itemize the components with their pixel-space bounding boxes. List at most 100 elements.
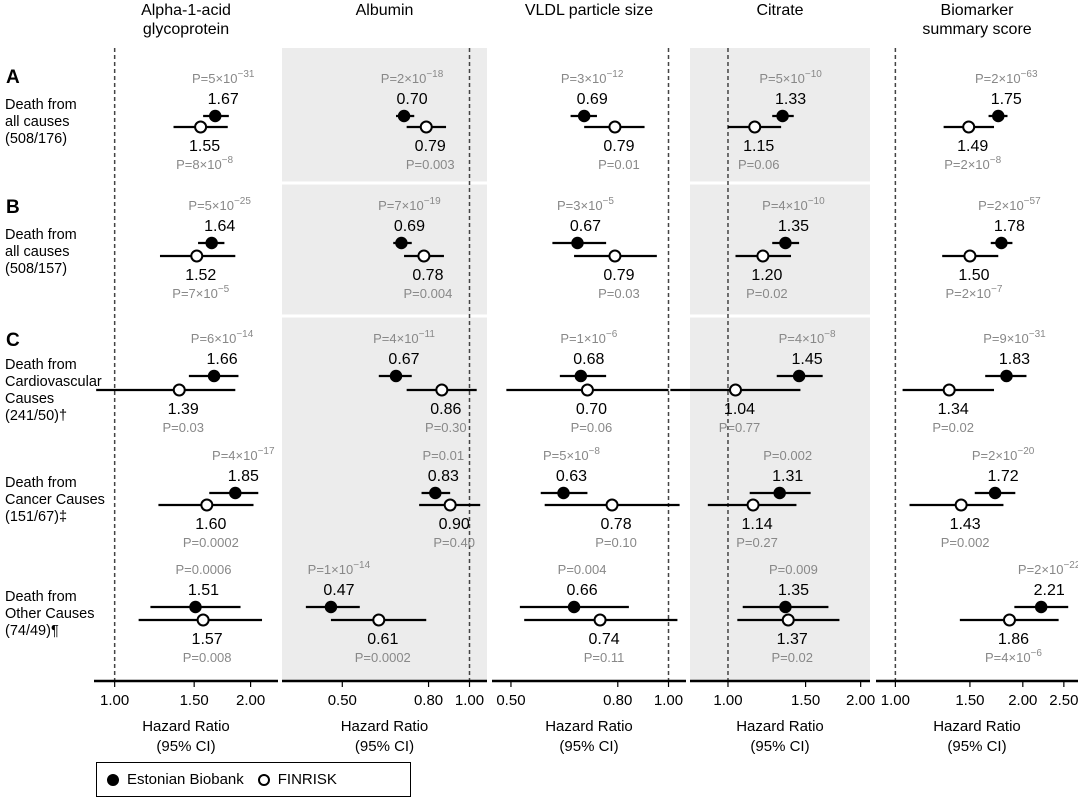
p-value-estonian: P=3×10−5 xyxy=(557,196,614,213)
section-letter: A xyxy=(6,67,20,88)
legend-filled-dot-icon xyxy=(107,773,119,786)
value-label-finrisk: 1.60 xyxy=(195,516,226,533)
point-finrisk xyxy=(593,613,607,627)
x-axis-label: Hazard Ratio xyxy=(341,718,429,735)
value-label-estonian: 0.70 xyxy=(396,91,427,108)
x-tick-label: 0.50 xyxy=(496,692,525,709)
point-estonian xyxy=(557,486,570,500)
value-label-finrisk: 0.79 xyxy=(415,138,446,155)
point-finrisk xyxy=(194,120,208,134)
value-label-estonian: 0.66 xyxy=(566,582,597,599)
point-estonian xyxy=(571,236,584,250)
value-label-estonian: 0.63 xyxy=(556,468,587,485)
value-label-estonian: 1.78 xyxy=(994,218,1025,235)
p-value-finrisk: P=0.06 xyxy=(738,157,780,172)
x-axis-label: (95% CI) xyxy=(156,738,215,755)
value-label-finrisk: 0.90 xyxy=(439,516,470,533)
legend-label-finrisk: FINRISK xyxy=(277,771,337,788)
p-value-estonian: P=9×10−31 xyxy=(983,329,1046,346)
legend-item-finrisk: FINRISK xyxy=(257,771,337,788)
p-value-finrisk: P=0.11 xyxy=(584,650,625,665)
p-value-finrisk: P=0.02 xyxy=(932,420,974,435)
point-estonian xyxy=(229,486,242,500)
p-value-estonian: P=0.01 xyxy=(423,448,465,463)
x-tick-label: 1.50 xyxy=(791,692,820,709)
point-estonian xyxy=(779,236,792,250)
value-label-finrisk: 0.79 xyxy=(603,267,634,284)
p-value-estonian: P=2×10−18 xyxy=(381,69,444,86)
section-separator xyxy=(94,314,1078,318)
p-value-estonian: P=5×10−8 xyxy=(543,446,600,463)
p-value-estonian: P=4×10−10 xyxy=(762,196,825,213)
point-estonian xyxy=(429,486,442,500)
panel-shade xyxy=(282,48,487,681)
x-tick-label: 1.00 xyxy=(654,692,683,709)
x-axis-label: Hazard Ratio xyxy=(545,718,633,735)
x-tick-label: 2.00 xyxy=(846,692,875,709)
section-letter: B xyxy=(6,197,20,218)
x-axis-label: Hazard Ratio xyxy=(736,718,824,735)
x-axis-label: (95% CI) xyxy=(559,738,618,755)
value-label-finrisk: 0.78 xyxy=(600,516,631,533)
point-estonian xyxy=(773,486,786,500)
value-label-finrisk: 0.61 xyxy=(367,631,398,648)
p-value-finrisk: P=0.02 xyxy=(746,286,788,301)
p-value-estonian: P=5×10−25 xyxy=(188,196,251,213)
value-label-estonian: 0.69 xyxy=(577,91,608,108)
point-finrisk xyxy=(756,249,770,263)
point-estonian xyxy=(792,369,806,383)
value-label-finrisk: 1.39 xyxy=(168,401,199,418)
point-finrisk xyxy=(608,120,622,134)
value-label-finrisk: 0.70 xyxy=(576,401,607,418)
value-label-estonian: 1.85 xyxy=(228,468,259,485)
value-label-estonian: 1.51 xyxy=(188,582,219,599)
point-estonian xyxy=(567,600,581,614)
value-label-estonian: 0.67 xyxy=(388,351,419,368)
point-estonian xyxy=(574,369,588,383)
point-finrisk xyxy=(196,613,210,627)
p-value-estonian: P=6×10−14 xyxy=(191,329,254,346)
p-value-estonian: P=4×10−11 xyxy=(373,329,435,346)
point-finrisk xyxy=(190,249,204,263)
point-finrisk xyxy=(200,498,214,512)
point-finrisk xyxy=(605,498,619,512)
panel-shade xyxy=(690,48,870,681)
value-label-finrisk: 1.15 xyxy=(743,138,774,155)
p-value-estonian: P=0.002 xyxy=(763,448,812,463)
point-finrisk xyxy=(443,498,457,512)
x-tick-label: 1.00 xyxy=(100,692,129,709)
value-label-estonian: 1.83 xyxy=(999,351,1030,368)
p-value-estonian: P=3×10−12 xyxy=(561,69,624,86)
p-value-finrisk: P=4×10−6 xyxy=(985,648,1042,665)
point-finrisk xyxy=(608,249,622,263)
value-label-estonian: 0.47 xyxy=(323,582,354,599)
panel-header: glycoprotein xyxy=(143,21,229,38)
p-value-finrisk: P=0.0002 xyxy=(355,650,411,665)
row-label: (74/49)¶ xyxy=(5,623,59,639)
p-value-estonian: P=1×10−6 xyxy=(560,329,617,346)
value-label-estonian: 1.75 xyxy=(991,91,1022,108)
x-axis-label: Hazard Ratio xyxy=(933,718,1021,735)
row-label: all causes xyxy=(5,114,69,130)
value-label-finrisk: 0.79 xyxy=(603,138,634,155)
panel-header: Alpha-1-acid xyxy=(141,2,231,19)
row-label: (508/157) xyxy=(5,261,67,277)
point-finrisk xyxy=(954,498,968,512)
row-label: Death from xyxy=(5,357,77,373)
x-tick-label: 0.50 xyxy=(328,692,357,709)
p-value-estonian: P=0.004 xyxy=(558,562,607,577)
x-tick-label: 0.80 xyxy=(603,692,632,709)
p-value-finrisk: P=0.03 xyxy=(598,286,640,301)
panel-header: Albumin xyxy=(356,2,414,19)
p-value-finrisk: P=0.0002 xyxy=(183,535,239,550)
row-label: Cancer Causes xyxy=(5,492,105,508)
p-value-finrisk: P=0.003 xyxy=(406,157,455,172)
value-label-estonian: 1.35 xyxy=(778,582,809,599)
p-value-estonian: P=2×10−20 xyxy=(972,446,1035,463)
value-label-estonian: 1.31 xyxy=(772,468,803,485)
value-label-finrisk: 1.86 xyxy=(998,631,1029,648)
p-value-estonian: P=1×10−14 xyxy=(308,560,371,577)
point-estonian xyxy=(1000,369,1013,383)
point-finrisk xyxy=(580,383,594,397)
row-label: Death from xyxy=(5,227,77,243)
